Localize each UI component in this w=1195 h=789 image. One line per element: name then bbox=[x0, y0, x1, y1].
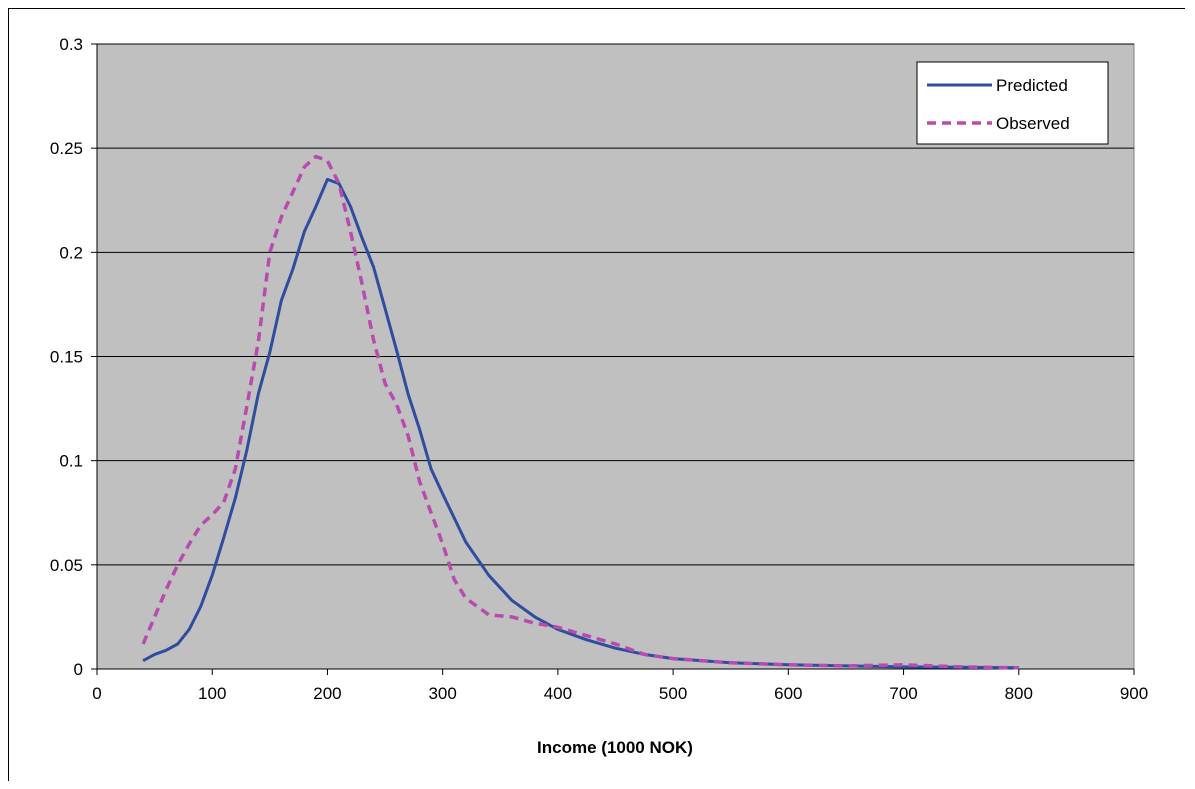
x-tick-label: 200 bbox=[313, 684, 341, 703]
x-tick-label: 400 bbox=[544, 684, 572, 703]
x-tick-label: 0 bbox=[92, 684, 101, 703]
legend-label-predicted: Predicted bbox=[996, 76, 1068, 95]
y-tick-label: 0.3 bbox=[59, 35, 83, 54]
x-tick-label: 500 bbox=[659, 684, 687, 703]
y-tick-label: 0.2 bbox=[59, 243, 83, 262]
legend: Predicted Observed bbox=[916, 61, 1109, 145]
y-tick-label: 0.1 bbox=[59, 452, 83, 471]
legend-label-observed: Observed bbox=[996, 114, 1070, 133]
y-tick-label: 0.25 bbox=[50, 139, 83, 158]
x-tick-label: 600 bbox=[774, 684, 802, 703]
x-tick-label: 100 bbox=[198, 684, 226, 703]
x-tick-label: 700 bbox=[889, 684, 917, 703]
y-tick-labels: 0 0.05 0.1 0.15 0.2 0.25 0.3 bbox=[50, 35, 97, 679]
x-tick-labels: 0 100 200 300 400 500 600 700 800 900 bbox=[92, 669, 1148, 703]
y-tick-label: 0 bbox=[74, 660, 83, 679]
series-layer bbox=[141, 154, 1019, 670]
y-tick-label: 0.15 bbox=[50, 348, 83, 367]
x-tick-label: 300 bbox=[428, 684, 456, 703]
series-observed-line bbox=[141, 154, 1019, 670]
x-axis-title: Income (1000 NOK) bbox=[537, 738, 693, 757]
x-tick-label: 900 bbox=[1120, 684, 1148, 703]
series-predicted-line bbox=[142, 177, 1019, 670]
x-tick-label: 800 bbox=[1005, 684, 1033, 703]
y-tick-label: 0.05 bbox=[50, 556, 83, 575]
legend-box bbox=[916, 61, 1109, 145]
